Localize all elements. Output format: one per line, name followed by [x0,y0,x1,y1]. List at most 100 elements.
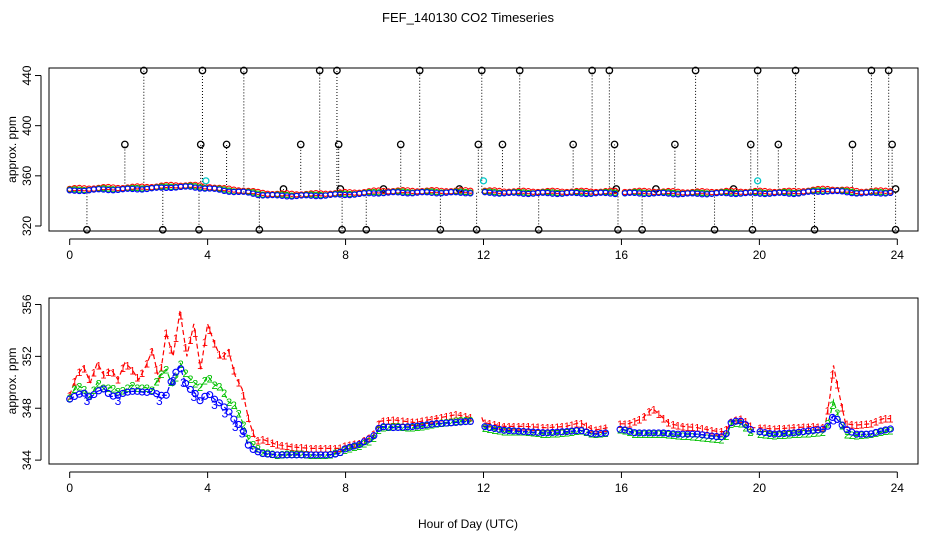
series-3-point [857,430,865,438]
spike-point [338,225,346,234]
series-1-marker: 1 [622,419,628,431]
series-3-point [534,428,542,436]
spike-point [638,225,646,234]
series-3-point [563,427,571,436]
series-2-marker: 2 [718,434,724,446]
cyan-point [753,177,762,185]
series-3-point [568,427,576,435]
spike-point [477,66,486,75]
series-2-marker: 2 [187,374,193,386]
spike-point [710,225,719,234]
series-3-point [293,451,301,459]
series-3-point [886,425,894,433]
spike-point [334,140,343,149]
series-1-marker: 1 [202,337,208,349]
series-1-marker: 1 [617,419,623,431]
series-2-marker: 2 [424,420,430,432]
series-3-point [375,424,383,433]
series-3-point [143,388,151,396]
spike-point [255,225,264,234]
series-1-marker: 1 [574,418,580,430]
series-3-marker: 3 [190,390,197,404]
series-1-marker: 1 [240,390,246,402]
series-3-point [128,387,137,395]
series-1-marker: 1 [400,416,406,428]
series-1-marker: 1 [265,436,271,448]
series-1-marker: 1 [583,421,589,433]
series-3-point [500,426,508,434]
series-2-marker: 2 [448,417,454,429]
series-1-marker: 1 [578,418,584,430]
series-2-marker: 2 [458,416,464,428]
series-1-marker: 1 [323,443,329,455]
series-2-marker: 2 [506,427,512,439]
series-1-marker: 1 [689,422,695,434]
series-2-marker: 2 [854,430,860,442]
series-1-marker: 1 [854,420,860,432]
y-tick-label: 400 [20,115,34,135]
series-2-marker: 2 [511,427,517,439]
series-1-marker: 1 [540,423,546,435]
series-3-point [626,427,634,435]
series-2-marker: 2 [255,444,261,456]
series-2-marker: 2 [622,425,628,437]
series-2-marker: 2 [815,427,821,439]
cyan-point [479,177,488,185]
series-2-marker: 2 [260,447,266,459]
spike-point [415,66,424,75]
series-1-marker: 1 [839,403,845,415]
series-1-marker: 1 [269,438,275,450]
series-3-marker: 3 [222,406,229,420]
series-3-point [790,429,798,437]
series-1-marker: 1 [260,434,266,446]
series-3-point [515,427,523,435]
spike-point [569,140,578,149]
series-2-marker: 2 [569,427,575,439]
baseline-point [467,190,474,197]
series-2-marker: 2 [540,429,546,441]
x-axis-label: Hour of Day (UTC) [418,517,518,531]
series-2-marker: 2 [438,418,444,430]
series-3-point [307,451,315,459]
series-2-marker: 2 [675,431,681,443]
series-1-marker: 1 [641,412,647,424]
series-1-marker: 1 [694,423,700,435]
series-1-marker: 1 [327,443,333,455]
series-2-marker: 2 [351,442,357,454]
series-3-point [457,418,465,426]
series-2-marker: 2 [747,427,753,439]
series-2-marker: 2 [231,400,237,412]
series-1-marker: 1 [820,422,826,434]
series-1-marker: 1 [767,424,773,436]
series-3-point [804,427,812,435]
series-1-marker: 1 [520,421,526,433]
series-3-point [732,417,740,425]
series-2-marker: 2 [878,427,884,439]
series-3-point [621,426,629,434]
series-1-marker: 1 [274,440,280,452]
series-3-point [761,429,769,437]
series-3-point [466,417,474,426]
spike-point [472,225,481,234]
series-1-marker: 1 [627,418,633,430]
series-1-marker: 1 [646,407,652,419]
series-2-marker: 2 [786,429,792,441]
series-3-point [877,427,885,435]
spike-point [848,140,857,149]
spike-point [884,66,893,75]
series-2-marker: 2 [467,415,473,427]
series-2-marker: 2 [578,426,584,438]
series-3-point [365,435,373,443]
series-2-marker: 2 [211,380,217,392]
series-3-point [322,451,330,459]
x-tick-label: 8 [342,481,349,495]
series-3-marker: 3 [211,398,218,412]
series-2-marker: 2 [173,373,179,385]
series-3-point [394,423,402,431]
series-1-marker: 1 [129,365,135,377]
spike-point [498,140,507,149]
series-1-marker: 1 [100,370,106,382]
series-3-point [109,392,117,400]
series-2-marker: 2 [849,430,855,442]
